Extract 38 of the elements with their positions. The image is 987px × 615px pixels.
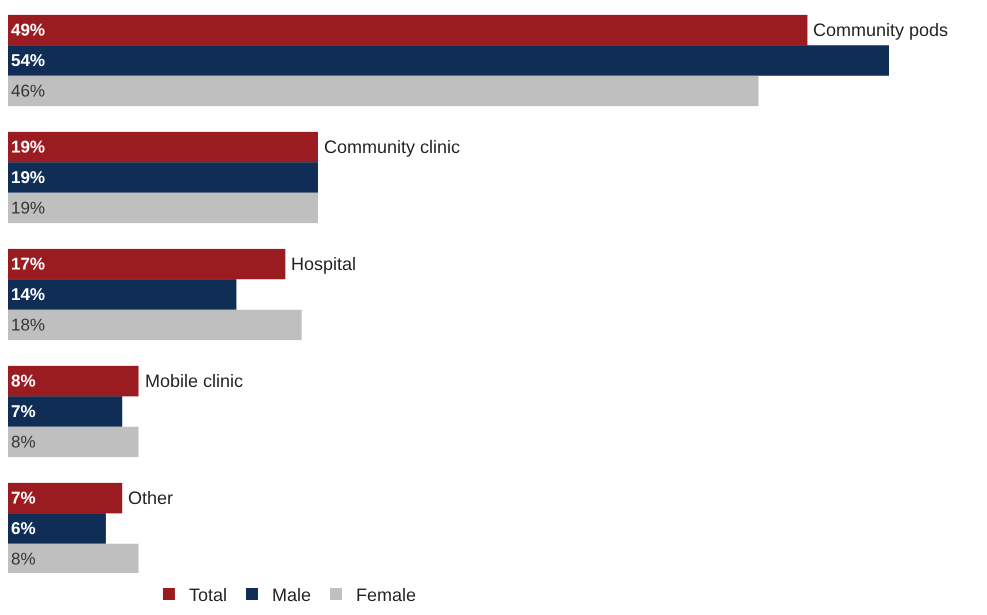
data-label: 8% [11, 432, 36, 452]
bar [8, 366, 139, 396]
bar [8, 14, 808, 46]
data-label: 49% [11, 20, 46, 40]
data-label: 46% [11, 81, 46, 100]
bar [8, 279, 236, 310]
bar [8, 482, 122, 514]
bar [8, 162, 318, 193]
data-label: 17% [11, 254, 46, 274]
bar [8, 513, 106, 544]
data-label: 8% [11, 372, 36, 391]
legend-label: Female [356, 585, 416, 606]
bar [8, 192, 318, 224]
bar [8, 45, 889, 76]
bar [8, 544, 139, 573]
data-label: 54% [11, 51, 46, 70]
data-label: 6% [11, 519, 36, 538]
bar [8, 426, 139, 458]
bar [8, 248, 286, 280]
data-label: 7% [11, 402, 36, 422]
bar [8, 76, 758, 106]
data-label: 19% [11, 198, 46, 218]
legend-label: Male [272, 585, 312, 606]
data-label: 14% [11, 285, 46, 304]
data-label: 7% [11, 488, 36, 508]
bar [8, 396, 122, 427]
y-tick-label: Other [128, 488, 174, 508]
y-tick-label: Community pods [813, 20, 948, 40]
y-tick-label: Mobile clinic [145, 371, 244, 391]
bar [8, 310, 302, 340]
bar [8, 132, 318, 162]
y-tick-label: Community clinic [324, 137, 460, 157]
y-tick-label: Hospital [291, 254, 356, 274]
data-label: 19% [11, 168, 46, 188]
legend-label: Total [188, 585, 227, 606]
data-label: 19% [11, 138, 46, 157]
data-label: 8% [11, 549, 36, 568]
data-label: 18% [11, 315, 46, 334]
